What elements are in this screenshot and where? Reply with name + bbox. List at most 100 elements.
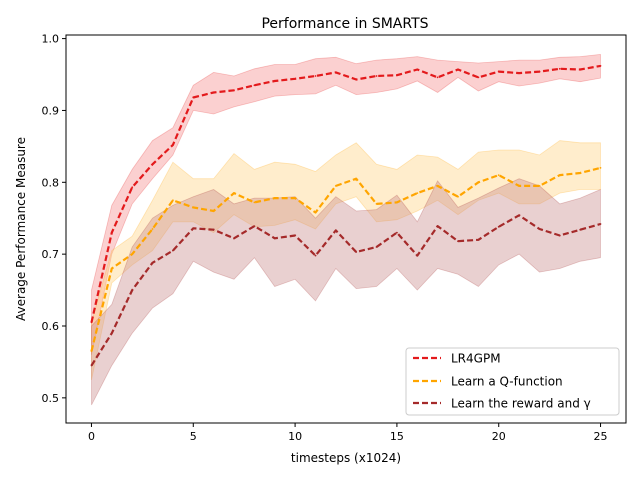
legend-label-lr4gpm: LR4GPM — [451, 352, 501, 366]
point-q-function — [253, 201, 256, 204]
legend-box — [405, 347, 620, 416]
point-lr4gpm — [375, 75, 378, 77]
point-lr4gpm — [233, 89, 235, 92]
y-tick-label: 0.7 — [42, 248, 60, 261]
point-lr4gpm — [172, 144, 174, 146]
point-q-function — [294, 197, 296, 200]
legend-label-reward-gamma: Learn the reward and γ — [451, 397, 591, 411]
point-reward-gamma — [457, 240, 459, 243]
point-lr4gpm — [457, 68, 459, 71]
point-lr4gpm — [110, 231, 113, 234]
point-reward-gamma — [192, 227, 195, 230]
point-lr4gpm — [538, 70, 541, 73]
point-reward-gamma — [273, 237, 276, 240]
point-q-function — [212, 210, 215, 212]
point-reward-gamma — [314, 254, 317, 257]
point-q-function — [233, 192, 235, 195]
point-q-function — [273, 197, 276, 200]
point-q-function — [497, 174, 500, 177]
point-q-function — [457, 195, 459, 198]
point-lr4gpm — [192, 96, 195, 99]
point-q-function — [314, 211, 317, 214]
point-q-function — [538, 185, 541, 187]
x-tick-label: 10 — [288, 430, 302, 443]
point-reward-gamma — [558, 234, 561, 237]
x-tick-label: 0 — [88, 430, 95, 443]
point-q-function — [436, 185, 439, 187]
band-reward-gamma — [91, 178, 601, 406]
point-reward-gamma — [110, 332, 113, 335]
chart-title: Performance in SMARTS — [261, 16, 428, 32]
point-reward-gamma — [579, 228, 582, 231]
point-reward-gamma — [497, 225, 500, 228]
axes-frame — [65, 34, 627, 424]
point-lr4gpm — [396, 74, 398, 77]
y-tick-label: 0.9 — [42, 104, 60, 117]
x-tick-label: 20 — [492, 430, 506, 443]
point-lr4gpm — [579, 68, 582, 71]
point-lr4gpm — [518, 72, 520, 74]
point-lr4gpm — [90, 321, 93, 324]
y-tick-label: 0.6 — [42, 320, 60, 333]
point-lr4gpm — [212, 91, 215, 94]
point-lr4gpm — [436, 76, 439, 79]
series-line-q-function — [90, 166, 601, 352]
point-lr4gpm — [477, 76, 480, 79]
point-q-function — [599, 167, 602, 169]
point-reward-gamma — [90, 364, 93, 367]
point-q-function — [416, 192, 419, 195]
point-lr4gpm — [334, 71, 337, 74]
point-reward-gamma — [334, 229, 337, 232]
x-tick-label: 15 — [390, 430, 404, 443]
point-q-function — [334, 185, 337, 187]
band-lr4gpm — [91, 53, 601, 355]
point-reward-gamma — [294, 234, 296, 237]
point-reward-gamma — [416, 254, 419, 257]
y-axis-label: Average Performance Measure — [14, 137, 28, 321]
point-lr4gpm — [151, 163, 154, 166]
point-reward-gamma — [375, 246, 378, 248]
legend-label-q-function: Learn a Q-function — [451, 375, 563, 389]
point-lr4gpm — [416, 68, 419, 71]
axes: 0 5 10 15 20 25 0.5 0.6 0.7 0.8 0.9 1.0 — [42, 33, 627, 443]
point-lr4gpm — [558, 67, 561, 70]
point-q-function — [151, 228, 154, 230]
y-tick-label: 0.5 — [42, 392, 60, 405]
point-lr4gpm — [497, 70, 500, 73]
point-reward-gamma — [355, 251, 358, 253]
point-reward-gamma — [151, 261, 154, 264]
band-q-function — [91, 140, 601, 380]
point-reward-gamma — [233, 237, 235, 240]
point-reward-gamma — [253, 225, 256, 228]
point-reward-gamma — [396, 231, 398, 234]
series-line-reward-gamma — [90, 214, 601, 367]
point-q-function — [110, 267, 113, 270]
point-q-function — [579, 172, 582, 174]
point-lr4gpm — [253, 84, 256, 87]
series-line-lr4gpm — [90, 64, 601, 323]
plot-area — [90, 53, 602, 406]
point-q-function — [518, 185, 520, 187]
point-q-function — [558, 174, 561, 177]
point-q-function — [396, 201, 398, 204]
y-tick-label: 1.0 — [42, 33, 60, 46]
point-q-function — [131, 253, 134, 256]
point-q-function — [90, 350, 93, 352]
point-reward-gamma — [538, 228, 541, 230]
point-reward-gamma — [212, 228, 215, 231]
point-reward-gamma — [477, 238, 480, 241]
point-lr4gpm — [355, 78, 358, 81]
point-lr4gpm — [314, 75, 317, 77]
point-reward-gamma — [131, 289, 134, 291]
point-reward-gamma — [172, 249, 174, 252]
point-q-function — [192, 206, 195, 209]
x-tick-label: 5 — [190, 430, 197, 443]
point-lr4gpm — [294, 77, 296, 80]
point-reward-gamma — [436, 225, 439, 228]
point-q-function — [477, 181, 480, 184]
x-axis-label: timesteps (x1024) — [291, 451, 401, 465]
point-q-function — [355, 177, 358, 180]
point-reward-gamma — [599, 223, 602, 225]
point-lr4gpm — [273, 80, 276, 82]
